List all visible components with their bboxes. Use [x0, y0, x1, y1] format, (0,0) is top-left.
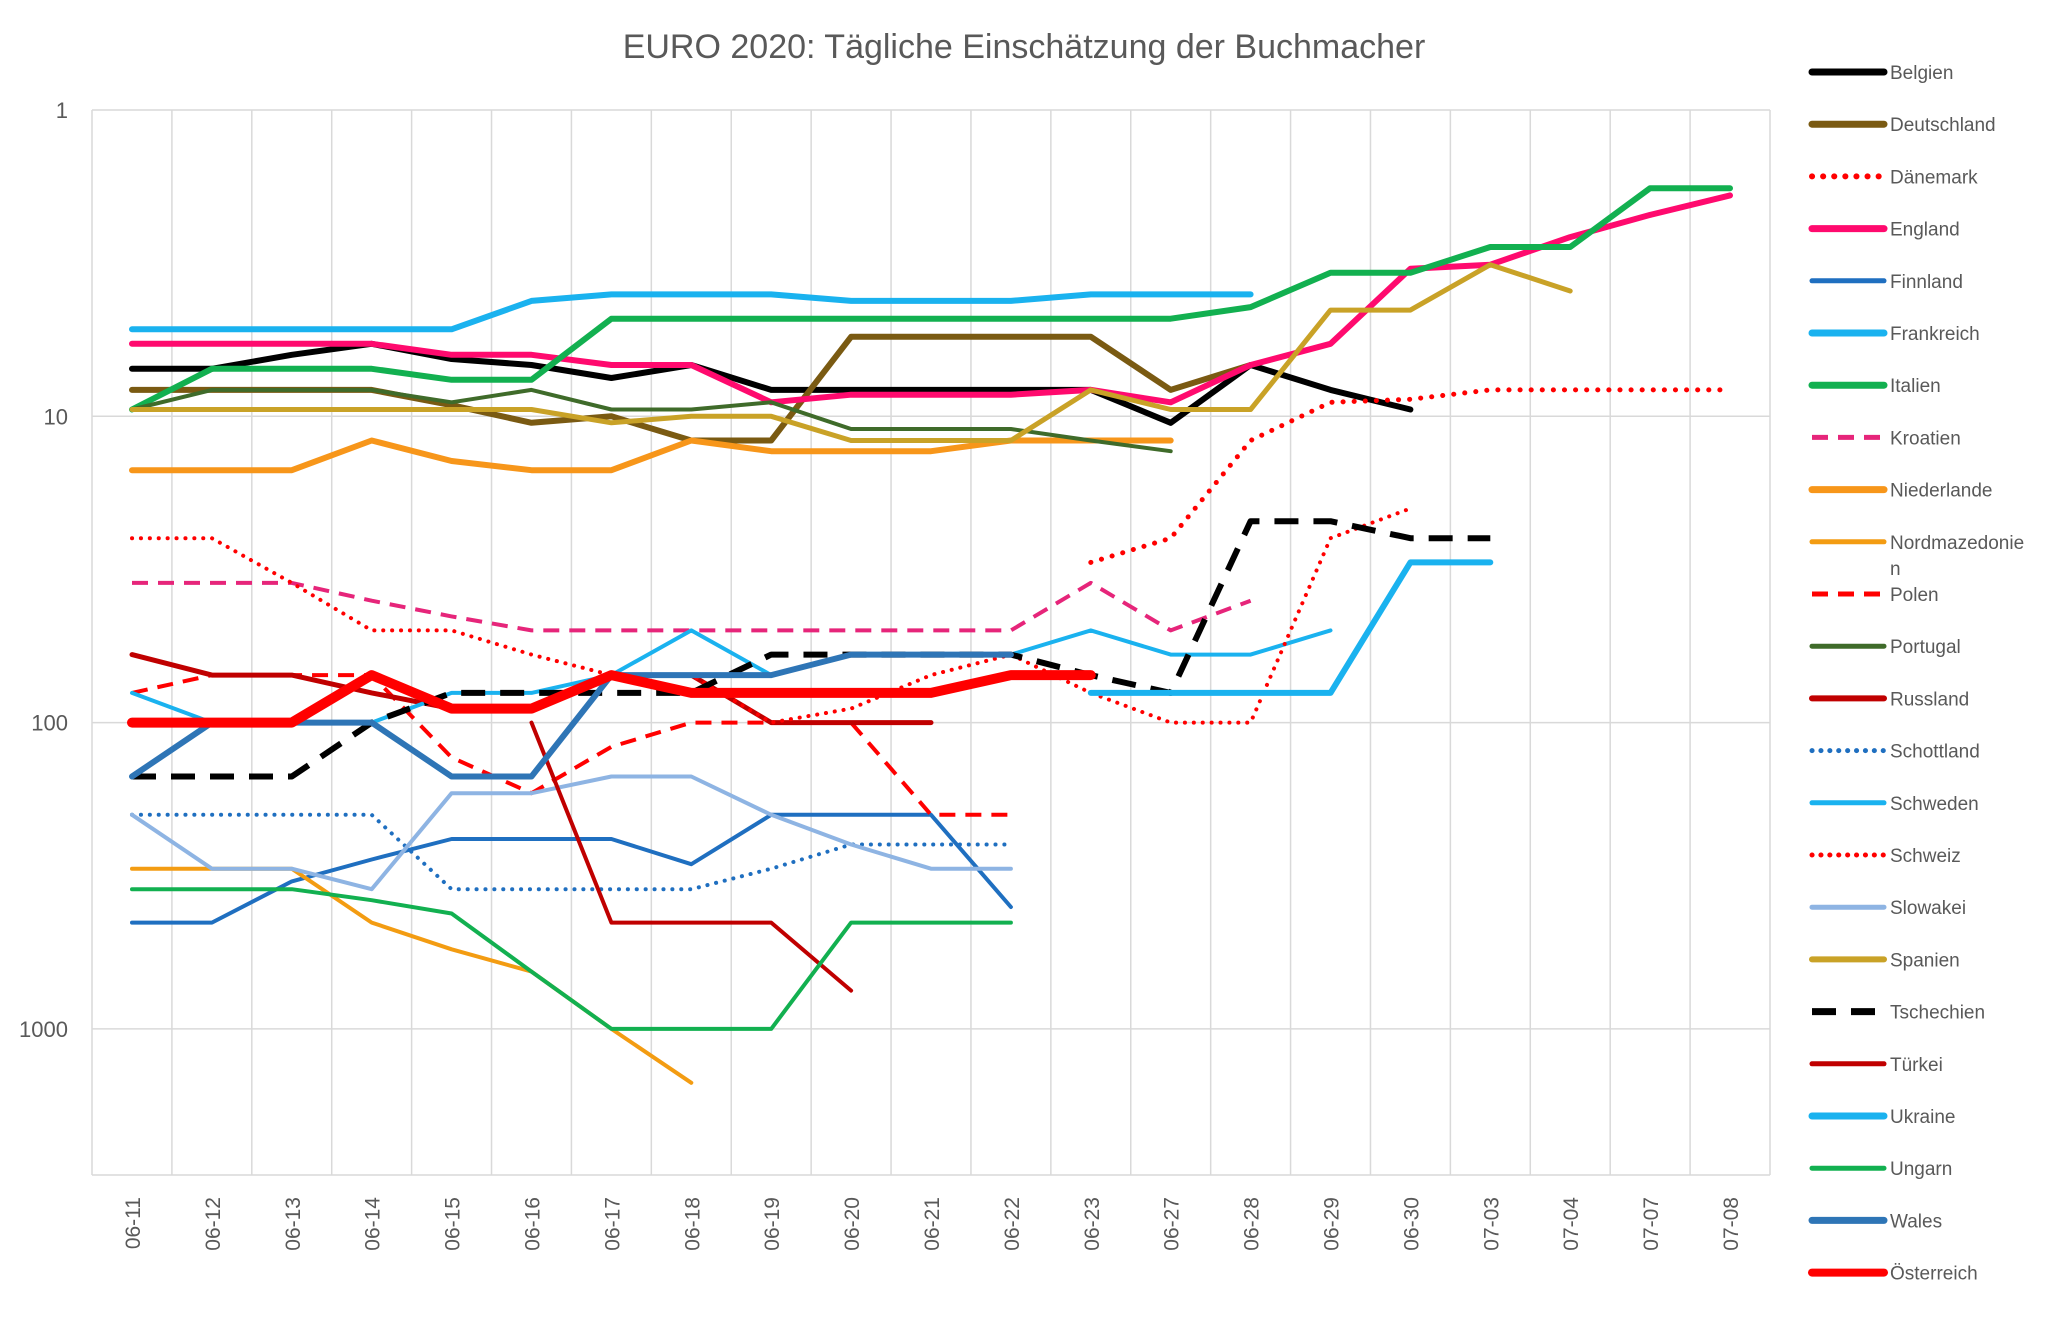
legend-label: Italien [1890, 376, 1941, 397]
legend-label: Finnland [1890, 272, 1963, 293]
x-tick-label: 06-27 [1161, 1197, 1184, 1251]
series-line-dänemark [1088, 387, 1733, 565]
x-tick-label: 07-08 [1720, 1197, 1743, 1251]
legend-label: Schweden [1890, 794, 1979, 815]
legend-label-continued: n [1890, 559, 1901, 580]
x-tick-label: 06-20 [841, 1197, 864, 1251]
legend-label: Belgien [1890, 63, 1953, 84]
x-tick-label: 06-18 [681, 1197, 704, 1251]
x-tick-label: 06-23 [1081, 1197, 1104, 1251]
x-tick-label: 06-29 [1321, 1197, 1344, 1251]
legend: Belgien Deutschland Dänemark England Finnlan… [1808, 63, 2024, 1285]
legend-label: Schweiz [1890, 846, 1961, 867]
legend-label: Tschechien [1890, 1003, 1985, 1024]
legend-label: Spanien [1890, 950, 1960, 971]
series-line-portugal [130, 387, 1173, 454]
series-line-österreich [127, 670, 1096, 728]
legend-label: Ukraine [1890, 1107, 1955, 1128]
x-tick-label: 06-19 [761, 1197, 784, 1251]
x-tick-label: 06-14 [362, 1197, 385, 1251]
series-line-ukraine [1087, 559, 1494, 696]
series-line-kroatien [132, 580, 1252, 633]
series-line-frankreich [129, 291, 1254, 333]
x-tick-label: 06-17 [601, 1197, 624, 1251]
x-tick-label: 06-12 [202, 1197, 225, 1251]
series-lines [127, 185, 1733, 1085]
series-line-türkei [529, 720, 854, 993]
chart-title: EURO 2020: Tägliche Einschätzung der Buc… [623, 28, 1426, 66]
legend-label: Slowakei [1890, 898, 1966, 919]
x-tick-label: 06-15 [442, 1197, 465, 1251]
legend-label: Dänemark [1890, 167, 1978, 188]
legend-label: Frankreich [1890, 324, 1980, 345]
x-tick-label: 06-11 [122, 1197, 145, 1249]
x-tick-label: 06-13 [282, 1197, 305, 1251]
legend-label: Deutschland [1890, 115, 1996, 136]
x-tick-label: 07-04 [1560, 1197, 1583, 1251]
axes: 1 10 100 1000 06-11 06-12 06-13 06-14 06-15 06-16… [19, 98, 1770, 1251]
legend-label: Polen [1890, 585, 1939, 606]
legend-label: Niederlande [1890, 481, 1992, 502]
legend-label: Nordmazedonie [1890, 533, 2024, 554]
y-tick-label: 100 [31, 711, 68, 736]
legend-label: Österreich [1890, 1264, 1978, 1285]
y-tick-label: 10 [44, 404, 68, 429]
y-tick-label: 1 [56, 98, 68, 123]
y-tick-label: 1000 [19, 1017, 68, 1042]
series-line-slowakei [130, 774, 1013, 892]
series-line-england [129, 192, 1733, 406]
x-tick-label: 06-28 [1241, 1197, 1264, 1251]
x-tick-label: 07-03 [1480, 1197, 1503, 1251]
legend-label: Schottland [1890, 742, 1980, 763]
x-tick-label: 06-30 [1400, 1197, 1423, 1251]
legend-label: Portugal [1890, 637, 1961, 658]
x-tick-label: 07-07 [1640, 1197, 1663, 1251]
series-line-tschechien [132, 518, 1491, 780]
legend-label: England [1890, 220, 1960, 241]
series-line-spanien [129, 262, 1573, 443]
series-line-belgien [129, 340, 1414, 426]
series-line-ungarn [130, 887, 1013, 1031]
legend-label: Türkei [1890, 1055, 1943, 1076]
legend-label: Russland [1890, 689, 1969, 710]
legend-label: Wales [1890, 1211, 1942, 1232]
legend-label: Kroatien [1890, 428, 1961, 449]
legend-label: Ungarn [1890, 1159, 1952, 1180]
series-line-italien [129, 185, 1733, 413]
x-tick-label: 06-22 [1001, 1197, 1024, 1251]
x-tick-label: 06-16 [521, 1197, 544, 1251]
x-tick-label: 06-21 [921, 1197, 944, 1251]
series-line-schweiz [130, 506, 1413, 725]
